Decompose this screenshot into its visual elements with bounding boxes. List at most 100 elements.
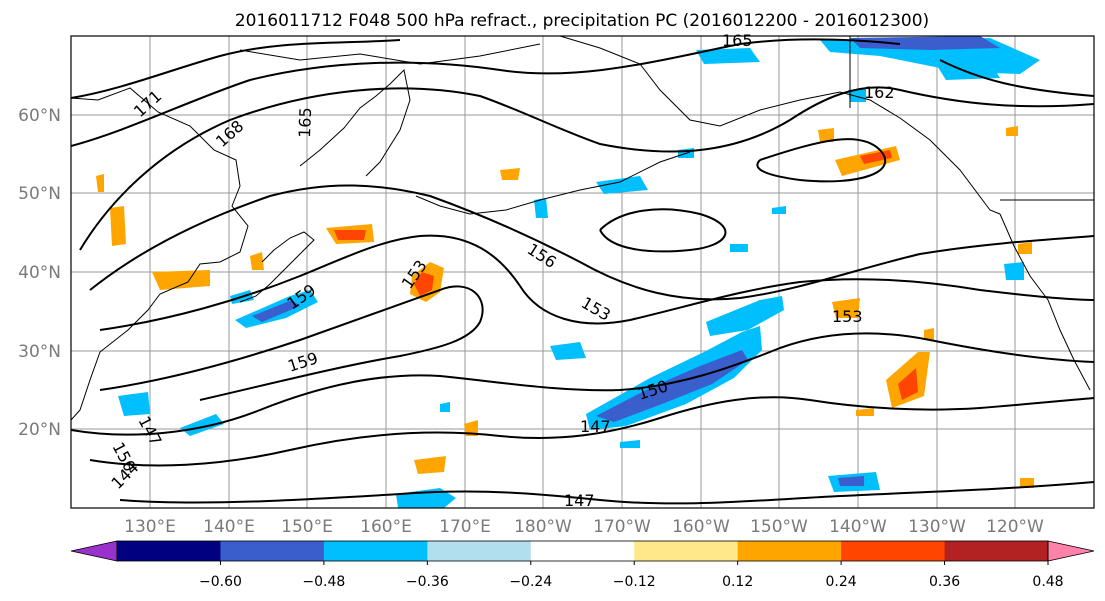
precip-patch [772,206,786,214]
colorbar-tick-label: 0.12 [722,574,753,590]
colorbar-tick-label: 0.24 [826,574,857,590]
contour-line [99,285,484,401]
contour-line [71,38,901,147]
contour-line [756,138,887,183]
longitude-label: 180°W [514,517,572,537]
precip-patch [550,342,586,360]
colorbar-segment [427,541,532,561]
longitude-label: 130°W [908,517,966,537]
contour-line [119,481,1094,505]
colorbar-tick-labels: −0.60 −0.48 −0.36 −0.24 −0.12 0.12 0.24 0.36 0.4… [199,561,1064,590]
contour-line [71,332,1094,436]
longitude-label: 140°W [829,517,887,537]
latitude-label: 60°N [18,106,61,126]
precip-patch [860,150,892,164]
precip-patch [534,198,548,218]
precip-patch [440,402,450,412]
colorbar-segment [117,541,221,561]
colorbar-outline [116,540,1049,562]
longitude-label: 130°E [124,517,176,537]
longitude-label: 150°W [750,517,808,537]
precip-patch [1004,262,1024,280]
colorbar-tick-label: 0.48 [1032,574,1063,590]
colorbar-segment [530,541,635,561]
coastline-asia [71,87,249,421]
longitude-label: 160°E [360,517,412,537]
latitude-labels: 60°N 50°N 40°N 30°N 20°N [18,106,61,440]
contour-label: 162 [864,83,895,102]
precip-patch [500,168,520,180]
precip-patch [334,230,366,240]
colorbar-segment [220,541,325,561]
precip-patch [696,48,760,64]
latitude-label: 20°N [18,420,61,440]
precip-patch [936,62,1000,80]
precip-patch [706,296,784,336]
longitude-label: 140°E [203,517,255,537]
contour-label: 153 [832,307,863,326]
colorbar-tick-label: 0.36 [929,574,960,590]
precip-patch [1006,126,1018,136]
contour-label: 165 [722,31,753,50]
precip-patch [464,420,478,436]
precip-patch [152,270,210,290]
colorbar-segment [634,541,739,561]
latitude-label: 30°N [18,342,61,362]
coastline-siberia [239,43,541,65]
colorbar-tick-label: −0.24 [509,574,552,590]
precip-patch [1018,242,1032,254]
precip-patch [596,176,648,194]
coastline-aleutians [415,151,691,215]
contour-line [89,184,1094,301]
colorbar-segment [841,541,946,561]
coastline-alaska [559,36,1001,215]
precip-patch [110,206,126,246]
colorbar-tick-label: −0.60 [199,574,242,590]
precip-patch [730,244,748,252]
precip-patch [414,272,434,296]
precip-patch [898,368,918,400]
longitude-label: 170°W [593,517,651,537]
contour-label: 147 [564,491,595,510]
precip-patch [838,476,864,486]
precip-patch [414,456,446,474]
colorbar-segment [737,541,842,561]
longitude-labels: 130°E 140°E 150°E 160°E 170°E 180°W 170°W 160°W… [124,517,1044,537]
longitude-label: 120°W [986,517,1044,537]
longitude-label: 170°E [439,517,491,537]
latitude-label: 40°N [18,263,61,283]
colorbar-tick-label: −0.36 [406,574,449,590]
map-frame [70,35,1095,509]
figure-title: 2016011712 F048 500 hPa refract., precip… [235,11,929,31]
colorbar [70,540,1095,562]
colorbar-tick-label: −0.12 [613,574,656,590]
contour-label: 147 [580,417,611,436]
contour-label: 165 [295,107,315,138]
precip-patch [96,174,104,192]
contour-labels: 171 168 165 165 162 159 159 156 153 153 … [107,31,894,510]
latitude-label: 50°N [18,184,61,204]
precip-patch [596,350,748,422]
refractivity-contours [71,38,1094,505]
precip-patch [856,408,874,416]
longitude-label: 160°W [672,517,730,537]
map-panel: 171 168 165 165 162 159 159 156 153 153 … [70,31,1095,510]
contour-line [71,39,401,99]
precip-patch [180,414,224,436]
coastline-sakhalin-kamchatka [299,68,411,177]
colorbar-segment [323,541,428,561]
colorbar-segment [944,541,1049,561]
precip-patch [850,36,1000,50]
contour-line [99,234,1094,331]
colorbar-extend-max [1047,540,1095,562]
precip-patch [118,392,150,416]
precip-patch [832,298,860,318]
colorbar-tick-label: −0.48 [302,574,345,590]
precip-patch [1020,478,1034,488]
precip-patch [620,440,640,448]
precip-patch [252,300,300,322]
precip-patch [924,328,934,340]
contour-line [89,396,1094,467]
contour-line [79,86,1094,251]
